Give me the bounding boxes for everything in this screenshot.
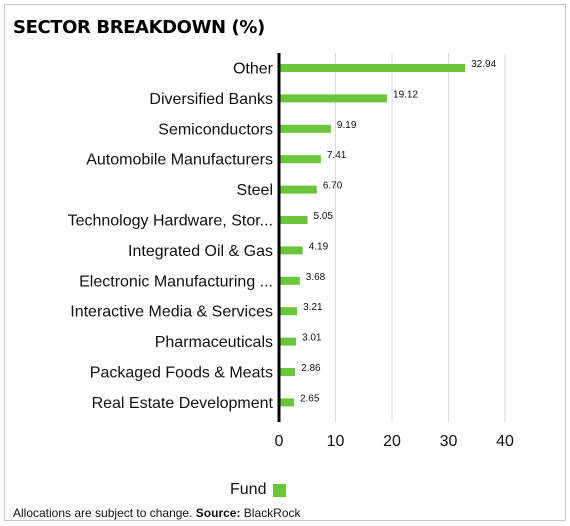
category-label: Real Estate Development (92, 395, 274, 412)
value-label: 3.68 (306, 272, 326, 283)
bar-1 (279, 94, 388, 103)
x-tick-label: 20 (383, 433, 401, 450)
bar-3 (279, 155, 321, 164)
value-label: 4.19 (309, 241, 329, 252)
category-label: Semiconductors (158, 121, 273, 138)
legend-swatch (273, 483, 287, 497)
value-label: 6.70 (323, 181, 343, 192)
value-label: 5.05 (314, 211, 334, 222)
x-tick-label: 10 (327, 433, 345, 450)
value-label: 3.01 (302, 333, 322, 344)
legend-label: Fund (230, 481, 267, 498)
x-tick-label: 30 (440, 433, 458, 450)
x-axis-ticks: 0 10 20 30 40 (275, 433, 514, 450)
legend: Fund (230, 481, 287, 499)
sector-bar-chart: Other Diversified Banks Semiconductors Auto… (68, 53, 514, 450)
category-label: Technology Hardware, Stor... (68, 213, 273, 230)
category-label: Automobile Manufacturers (86, 152, 273, 169)
x-tick-label: 40 (496, 433, 514, 450)
value-label: 19.12 (393, 89, 418, 100)
value-label: 7.41 (327, 150, 347, 161)
footnote-source-label: Source: (195, 506, 241, 520)
bar-5 (279, 216, 308, 224)
bar-6 (279, 246, 303, 255)
category-labels: Other Diversified Banks Semiconductors Auto… (68, 61, 274, 412)
footnote-text: Allocations are subject to change. (13, 506, 196, 520)
chart-title: SECTOR BREAKDOWN (%) (13, 17, 265, 38)
category-label: Integrated Oil & Gas (128, 243, 273, 260)
category-label: Interactive Media & Services (70, 304, 273, 321)
category-label: Other (233, 61, 274, 78)
bar-2 (279, 124, 331, 133)
value-label: 2.86 (301, 363, 321, 374)
bar-11 (279, 398, 294, 407)
value-label: 2.65 (300, 393, 320, 404)
bar-9 (279, 337, 297, 346)
value-label: 3.21 (303, 302, 323, 313)
category-label: Pharmaceuticals (155, 334, 273, 351)
bar-0 (279, 64, 466, 72)
category-label: Diversified Banks (149, 91, 273, 108)
footnote-source-value: BlackRock (240, 506, 301, 520)
bar-10 (279, 368, 296, 376)
bars (279, 64, 466, 407)
chart-card: SECTOR BREAKDOWN (%) Other Diversified Ba… (4, 4, 566, 521)
bar-7 (279, 276, 300, 285)
category-label: Steel (237, 182, 273, 199)
gridlines (335, 53, 506, 422)
value-label: 9.19 (337, 120, 357, 131)
category-label: Electronic Manufacturing ... (79, 273, 273, 290)
footnote: Allocations are subject to change. Sourc… (13, 506, 301, 520)
bar-4 (279, 185, 317, 194)
value-label: 32.94 (471, 59, 496, 70)
bar-8 (279, 307, 298, 316)
value-labels: 32.94 19.12 9.19 7.41 6.70 5.05 4.19 3.68 3.21 3.… (300, 59, 497, 404)
category-label: Packaged Foods & Meats (90, 365, 273, 382)
x-tick-label: 0 (275, 433, 284, 450)
